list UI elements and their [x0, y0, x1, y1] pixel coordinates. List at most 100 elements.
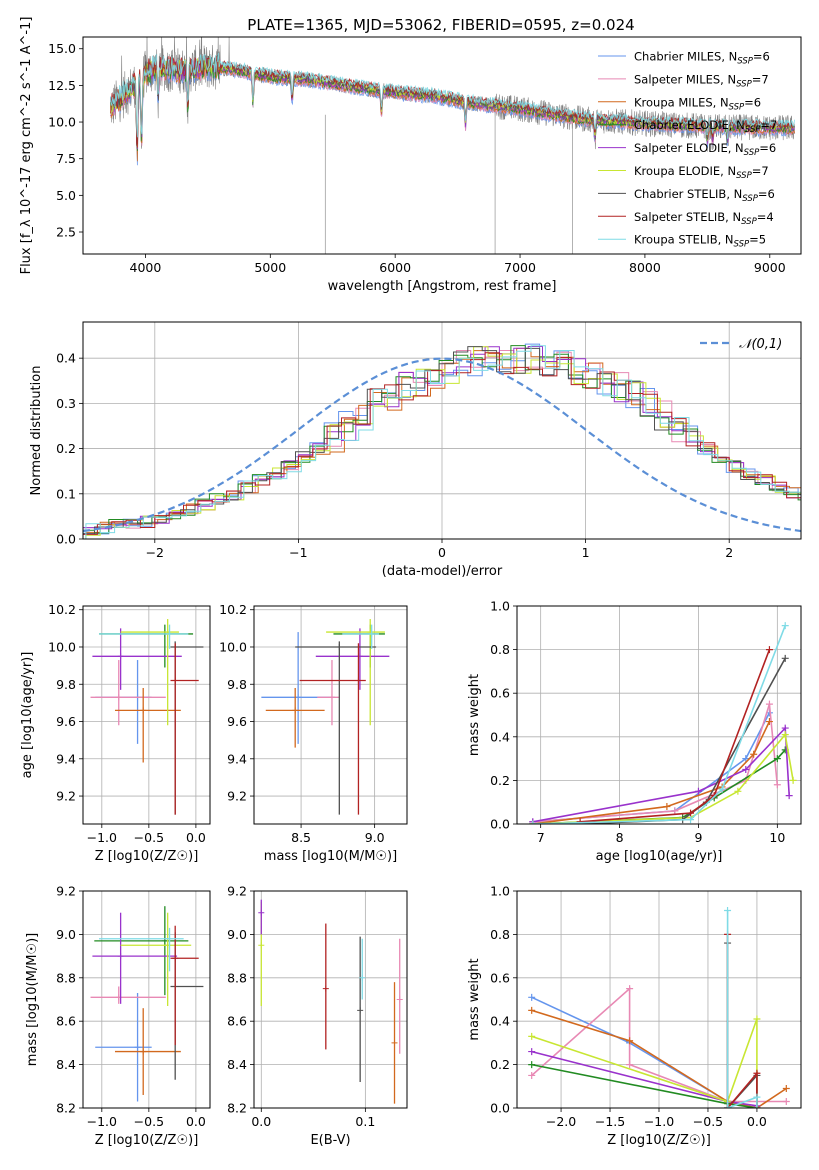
errorbar-point-7	[170, 925, 199, 1046]
y-tick-label: 0.3	[56, 396, 76, 411]
legend-sub: SSP	[741, 217, 757, 227]
chart-spectrum: 4000 5000 6000 7000 8000 9000 2.5 5.0 7.5 10.0 12.…	[19, 17, 802, 294]
errorbar-point-4	[258, 899, 265, 935]
weight-point-1	[528, 1071, 536, 1079]
x-tick-label: 10	[769, 830, 785, 845]
marker	[166, 935, 173, 942]
y-axis-label: mass [log10(M/M☉)]	[25, 933, 40, 1066]
y-tick-label: 0.4	[56, 351, 76, 366]
errorbar-point-8	[98, 927, 184, 972]
y-tick-label: 0.2	[490, 773, 510, 788]
errorbar-point-2	[391, 982, 398, 1104]
marker	[328, 694, 335, 701]
legend-model-name: Kroupa ELODIE, N	[634, 164, 736, 178]
x-axis-label: wavelength [Angstrom, rest frame]	[328, 279, 557, 294]
x-tick-label: 7000	[504, 260, 536, 275]
y-tick-label: 0.6	[490, 970, 510, 985]
weight-series-0	[532, 712, 771, 823]
chart-mass-vs-Z: −1.0 −0.5 0.0 8.2 8.4 8.6 8.8 9.0 9.2 Z [log10(Z/…	[25, 884, 211, 1148]
errorbar-point-5	[120, 619, 179, 726]
y-tick-label: 8.2	[56, 1101, 76, 1116]
y-axis-label: mass weight	[467, 674, 482, 756]
figure-title: PLATE=1365, MJD=53062, FIBERID=0595, z=0…	[247, 16, 634, 34]
plot-area	[517, 606, 801, 824]
y-tick-label: 9.6	[56, 714, 76, 729]
legend-model-name: Salpeter ELODIE, N	[634, 141, 744, 155]
y-tick-label: 0.8	[490, 642, 510, 657]
y-axis-label: mass weight	[467, 958, 482, 1040]
x-tick-label: 5000	[254, 260, 286, 275]
x-tick-label: 9	[694, 830, 702, 845]
weight-point-8	[687, 816, 695, 824]
legend-sub: SSP	[737, 57, 753, 67]
weight-point-2	[782, 1084, 790, 1092]
legend-model-name: Chabrier MILES, N	[634, 50, 737, 64]
y-tick-label: 0.6	[490, 686, 510, 701]
x-tick-label: 9000	[754, 260, 786, 275]
weight-point-7	[687, 809, 695, 817]
marker	[359, 974, 366, 981]
y-tick-label: 10.0	[219, 639, 247, 654]
x-tick-label: 0.0	[747, 1114, 767, 1129]
weight-series-8	[726, 910, 758, 1108]
x-tick-label: −0.5	[693, 1114, 723, 1129]
errorbar-point-5	[120, 912, 192, 1007]
legend-model-name: Kroupa MILES, N	[634, 95, 729, 109]
x-axis-label: age [log10(age/yr)]	[596, 849, 723, 864]
legend-model-name: Chabrier ELODIE, N	[634, 118, 745, 132]
x-tick-label: −1.5	[595, 1114, 625, 1129]
y-tick-label: 10.2	[219, 602, 247, 617]
plot-area	[254, 891, 407, 1108]
axes-frame	[253, 890, 408, 1109]
x-tick-label: 0.0	[251, 1114, 271, 1129]
model-spectrum-8	[110, 52, 795, 140]
y-tick-label: 1.0	[490, 599, 510, 614]
y-tick-label: 9.8	[56, 677, 76, 692]
weight-point-8	[724, 1104, 732, 1108]
legend-label: Salpeter STELIB, NSSP=4	[634, 210, 774, 227]
marker	[292, 707, 299, 714]
x-tick-label: 0.0	[186, 1114, 206, 1129]
y-tick-label: 9.2	[227, 789, 247, 804]
y-tick-label: 9.2	[227, 884, 247, 899]
marker	[117, 953, 124, 960]
legend-value: =5	[749, 233, 766, 247]
x-tick-label: 6000	[379, 260, 411, 275]
legend-model-name: Kroupa STELIB, N	[634, 233, 734, 247]
weight-point-5	[781, 731, 789, 739]
errorbar-point-8	[359, 938, 366, 1000]
errorbar-point-7	[322, 923, 329, 1050]
weight-point-8	[724, 907, 732, 915]
axes-frame	[82, 321, 802, 540]
y-tick-label: 1.0	[490, 884, 510, 899]
y-tick-label: 0.4	[490, 1014, 510, 1029]
legend-value: =6	[753, 50, 770, 64]
y-tick-label: 0.0	[490, 817, 510, 832]
x-tick-label: 1	[582, 545, 590, 560]
chart-residuals: −2 −1 0 1 2 0.0 0.1 0.2 0.3 0.4 (data-model)/error…	[29, 321, 802, 579]
y-tick-label: 9.6	[227, 714, 247, 729]
weight-point-4	[528, 1048, 536, 1056]
weight-point-4	[694, 787, 702, 795]
y-tick-label: 9.2	[56, 789, 76, 804]
x-tick-label: 9.0	[365, 830, 385, 845]
chart-age-vs-mass: 8.5 9.0 9.2 9.4 9.6 9.8 10.0 10.2 mass [log10(M/…	[219, 602, 408, 864]
x-tick-label: 7	[537, 830, 545, 845]
marker	[368, 630, 375, 637]
legend-label: Kroupa MILES, NSSP=6	[634, 95, 761, 112]
y-tick-label: 12.5	[48, 78, 76, 93]
x-axis-label: E(B-V)	[310, 1133, 350, 1148]
weight-point-2	[626, 1037, 634, 1045]
y-tick-label: 9.0	[227, 927, 247, 942]
y-tick-label: 0.0	[56, 532, 76, 547]
marker	[355, 677, 362, 684]
weight-point-3	[528, 1061, 536, 1069]
errorbar-point-3	[94, 906, 189, 996]
histogram-2	[85, 347, 801, 539]
plot-area	[83, 891, 210, 1108]
x-tick-label: 8000	[629, 260, 661, 275]
plot-area	[110, 37, 796, 254]
x-axis-label: Z [log10(Z/Z☉)]	[607, 1133, 711, 1148]
legend-label: Salpeter ELODIE, NSSP=6	[634, 141, 776, 158]
